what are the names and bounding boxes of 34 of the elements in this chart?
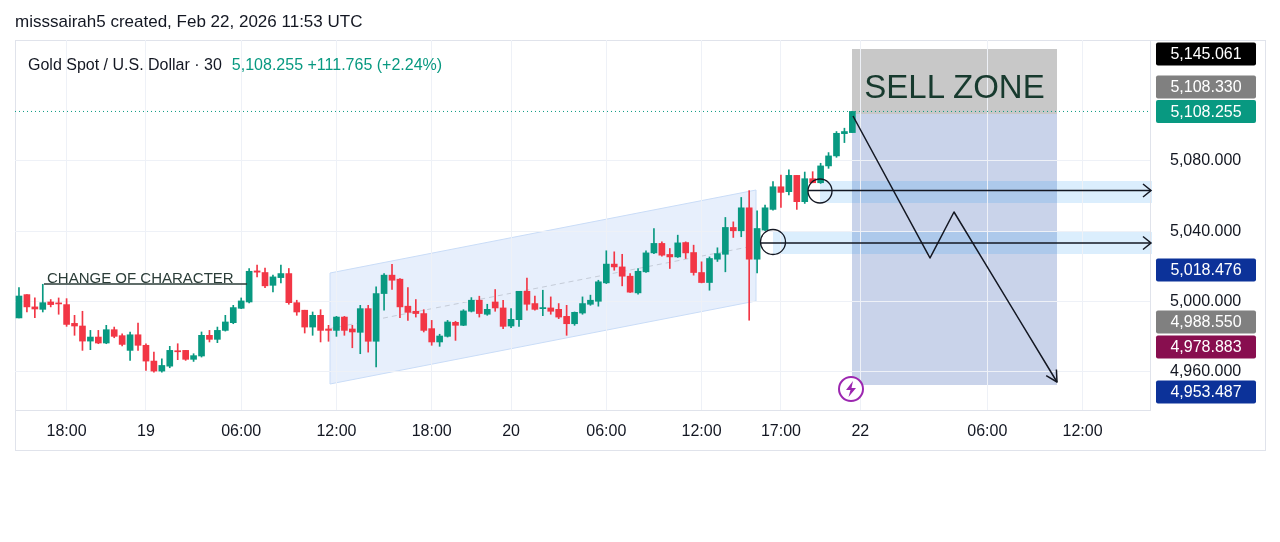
annotation: SELL ZONE	[863, 68, 1046, 106]
y-tick-label: 4,960.000	[1170, 361, 1242, 379]
x-tick-label: 22	[851, 422, 870, 440]
text: 4,953.487	[1170, 383, 1242, 401]
y-tick-label: 5,000.000	[1170, 291, 1242, 309]
annotation: CHANGE OF CHARACTER	[47, 269, 234, 286]
x-tick-label: 06:00	[967, 422, 1008, 440]
x-tick-label: 18:00	[411, 422, 452, 440]
y-tick-label: 5,040.000	[1170, 221, 1242, 239]
candlestick	[777, 174, 785, 208]
y-tick-label: 5,080.000	[1170, 151, 1242, 169]
text: 5,018.476	[1170, 261, 1242, 279]
ref-line-label: 5,108.255	[1170, 102, 1242, 120]
x-tick-label: 06:00	[586, 422, 627, 440]
x-tick-label: 06:00	[221, 422, 262, 440]
candlestick	[610, 251, 618, 271]
text: 5,108.255 +111.765 (+2.24%)	[231, 56, 443, 74]
candlestick	[539, 289, 547, 316]
candlestick	[253, 264, 261, 278]
candlestick	[491, 289, 499, 312]
candlestick	[388, 263, 396, 290]
text: 4,988.550	[1170, 313, 1242, 331]
text: 4,978.883	[1170, 338, 1242, 356]
text: misssairah5 created, Feb 22, 2026 11:53 UTC	[15, 12, 363, 32]
x-tick-label: 19	[137, 422, 155, 440]
x-tick-label: 18:00	[46, 422, 87, 440]
x-tick-label: 12:00	[681, 422, 722, 440]
text: 5,108.330	[1170, 78, 1242, 96]
text: 5,145.061	[1170, 45, 1242, 63]
x-tick-label: 17:00	[760, 422, 802, 440]
x-tick-label: 12:00	[316, 422, 357, 440]
x-tick-label: 12:00	[1062, 422, 1103, 440]
text: Gold Spot / U.S. Dollar · 30	[28, 56, 222, 74]
x-tick-label: 20	[502, 422, 521, 440]
